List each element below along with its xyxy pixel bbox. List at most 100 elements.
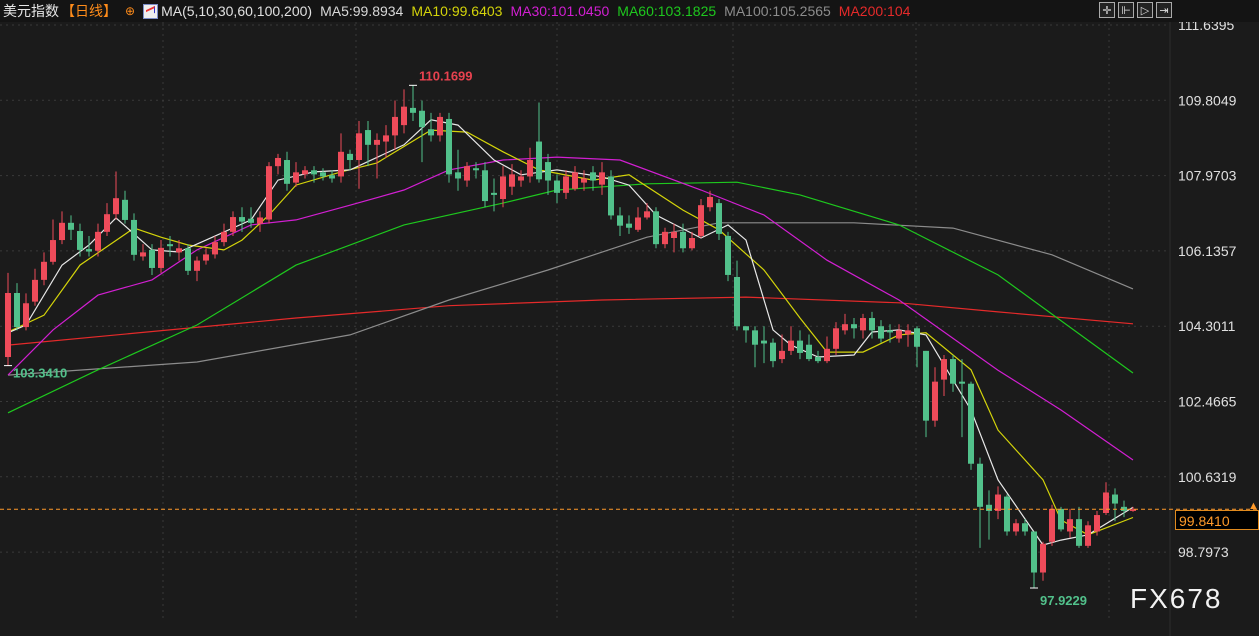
candle-body <box>149 249 155 268</box>
candle-body <box>419 110 425 128</box>
candle-body <box>320 172 326 177</box>
candle-body <box>1076 519 1082 546</box>
ma-values: MA5:99.8934 MA10:99.6403 MA30:101.0450 MA60… <box>320 3 918 19</box>
candle-body <box>788 340 794 351</box>
circle-plus-icon[interactable]: ⊕ <box>125 4 136 18</box>
candle-body <box>905 330 911 335</box>
candle-body <box>446 118 452 175</box>
y-tick-label: 107.9703 <box>1178 168 1237 184</box>
ma-line-ma200 <box>7 296 1134 346</box>
candle-body <box>761 340 767 344</box>
candle-body <box>365 130 371 145</box>
candle-body <box>95 231 101 251</box>
candle-body <box>896 330 902 339</box>
candle-body <box>590 172 596 181</box>
candle-body <box>923 350 929 421</box>
candle-body <box>1058 508 1064 530</box>
candle-body <box>1004 496 1010 532</box>
chart-header: 美元指数 【日线】 ⊕ MA(5,10,30,60,100,200) MA5:9… <box>0 0 1259 22</box>
candle-body <box>851 324 857 329</box>
candle-body <box>770 342 776 362</box>
candle-body <box>572 172 578 189</box>
chart-toolbar: ✛ ⊩ ▷ ⇥ <box>1099 2 1172 18</box>
y-tick-label: 106.1357 <box>1178 243 1237 259</box>
annotation-label: 97.9229 <box>1040 593 1087 608</box>
candle-body <box>482 170 488 202</box>
candle-body <box>950 359 956 384</box>
jump-end-icon[interactable]: ⇥ <box>1156 2 1172 18</box>
zoom-in-icon[interactable]: ⊩ <box>1118 2 1134 18</box>
candle-body <box>725 235 731 275</box>
candle-body <box>698 205 704 236</box>
crosshair-icon[interactable]: ✛ <box>1099 2 1115 18</box>
candle-body <box>1022 523 1028 532</box>
candle-body <box>995 494 1001 511</box>
candle-body <box>860 318 866 331</box>
ma-value-5: MA200:104 <box>838 3 911 19</box>
y-tick-label: 102.4665 <box>1178 394 1237 410</box>
candle-body <box>77 231 83 250</box>
candle-body <box>1040 543 1046 573</box>
candle-body <box>833 328 839 349</box>
candle-body <box>1031 531 1037 573</box>
candle-body <box>1112 494 1118 504</box>
candle-body <box>257 217 263 224</box>
candle-body <box>707 196 713 208</box>
candle-body <box>662 231 668 245</box>
candle-body <box>32 279 38 302</box>
candle-body <box>635 217 641 230</box>
ma-value-1: MA10:99.6403 <box>411 3 503 19</box>
candle-body <box>842 324 848 331</box>
candle-body <box>5 292 11 358</box>
candle-body <box>437 116 443 136</box>
candle-body <box>689 237 695 249</box>
candle-body <box>617 215 623 226</box>
candle-body <box>428 129 434 136</box>
candle-body <box>491 192 497 195</box>
candle-body <box>50 240 56 262</box>
candle-body <box>563 176 569 193</box>
candle-body <box>743 326 749 331</box>
candle-body <box>734 276 740 327</box>
play-icon[interactable]: ▷ <box>1137 2 1153 18</box>
candle-body <box>536 141 542 180</box>
candle-body <box>977 463 983 507</box>
y-tick-label: 100.6319 <box>1178 469 1237 485</box>
candle-body <box>383 135 389 142</box>
candle-body <box>1049 508 1055 542</box>
candle-body <box>815 357 821 362</box>
ma-chart-icon[interactable] <box>143 3 159 19</box>
candle-body <box>284 160 290 184</box>
candle-body <box>212 242 218 255</box>
candle-body <box>401 106 407 126</box>
candle-body <box>914 328 920 347</box>
candle-body <box>1094 515 1100 532</box>
ma-value-3: MA60:103.1825 <box>617 3 717 19</box>
ma-line-ma60 <box>7 181 1134 414</box>
candle-body <box>1103 492 1109 513</box>
candle-body <box>1085 525 1091 546</box>
instrument-title: 美元指数 <box>3 3 59 19</box>
current-price-label: 99.8410 <box>1175 510 1259 531</box>
ma-line-ma5 <box>7 119 1134 546</box>
y-tick-label: 98.7973 <box>1178 544 1229 560</box>
candle-body <box>1130 509 1136 511</box>
candle-body <box>959 381 965 384</box>
ma-line-ma10 <box>7 129 1134 536</box>
candle-body <box>221 231 227 243</box>
candle-body <box>599 172 605 185</box>
ma-value-4: MA100:105.2565 <box>724 3 831 19</box>
candle-body <box>167 244 173 247</box>
candle-body <box>680 231 686 249</box>
arrow-up-icon[interactable]: ▲ <box>1248 500 1259 512</box>
candle-body <box>500 176 506 200</box>
candle-body <box>68 222 74 230</box>
candle-body <box>986 504 992 511</box>
candle-body <box>392 116 398 136</box>
period-selector[interactable]: 【日线】 <box>61 3 117 19</box>
candle-body <box>968 383 974 464</box>
candle-body <box>1067 519 1073 532</box>
annotation-label: 103.3410 <box>13 366 67 381</box>
ma-params[interactable]: MA(5,10,30,60,100,200) <box>161 3 313 19</box>
